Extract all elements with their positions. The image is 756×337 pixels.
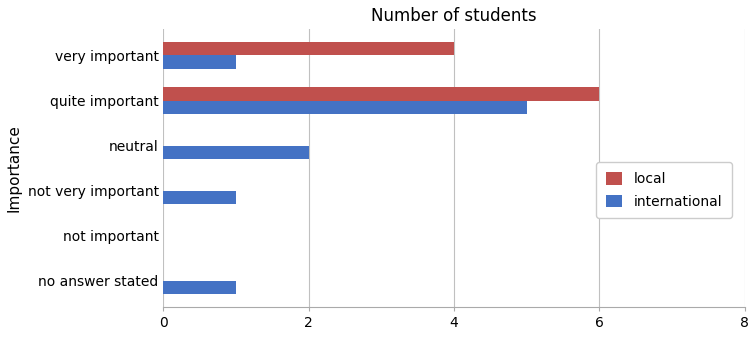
- Bar: [163, 191, 236, 204]
- Bar: [163, 87, 600, 100]
- Bar: [163, 281, 236, 295]
- Bar: [163, 42, 454, 55]
- Title: Number of students: Number of students: [371, 7, 537, 25]
- Bar: [163, 55, 236, 69]
- Bar: [163, 100, 527, 114]
- Bar: [163, 146, 308, 159]
- Legend: local, international: local, international: [596, 162, 732, 218]
- Y-axis label: Importance: Importance: [7, 124, 22, 212]
